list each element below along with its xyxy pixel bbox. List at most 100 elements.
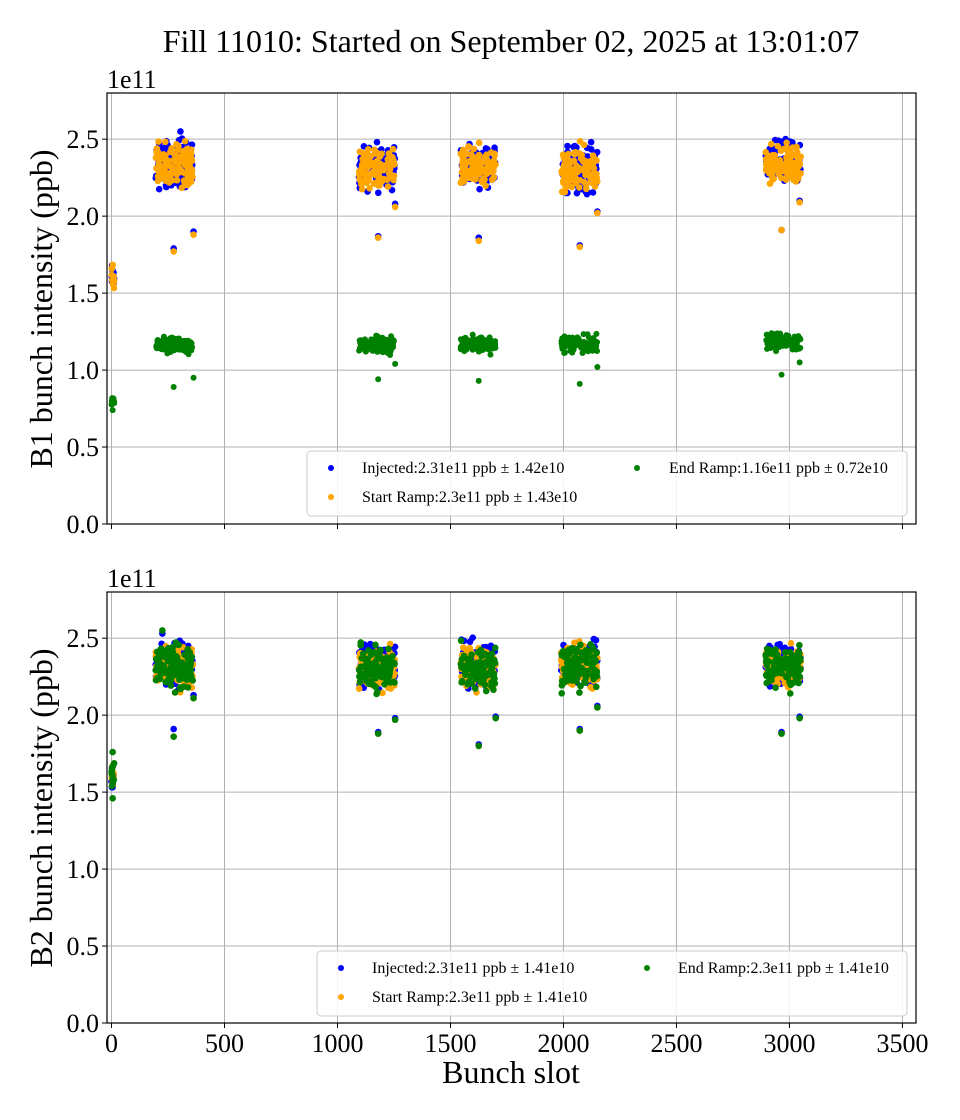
data-point: [787, 648, 794, 656]
data-point: [767, 164, 775, 172]
data-point: [580, 141, 588, 149]
data-point: [564, 142, 571, 150]
data-point: [355, 685, 363, 692]
data-point: [370, 170, 377, 178]
data-point: [171, 151, 178, 158]
data-point: [570, 645, 578, 652]
y-tick-label: 0.5: [67, 932, 100, 961]
data-point: [763, 679, 771, 687]
data-point: [156, 172, 163, 179]
data-point: [570, 346, 577, 353]
data-point: [170, 384, 177, 391]
data-point: [488, 168, 496, 175]
data-point: [558, 690, 566, 697]
data-point: [795, 162, 803, 169]
data-point: [475, 166, 482, 174]
data-point: [181, 651, 188, 659]
data-point: [593, 649, 601, 657]
data-point: [576, 689, 583, 696]
legend-label: Start Ramp:2.3e11 ppb ± 1.43e10: [362, 489, 577, 506]
data-point: [170, 733, 177, 740]
data-point: [189, 677, 197, 684]
data-point: [376, 153, 384, 160]
data-point: [793, 148, 801, 156]
data-point: [558, 188, 566, 196]
data-point: [190, 374, 197, 381]
data-point: [777, 161, 785, 168]
legend-marker-icon: [328, 494, 334, 500]
data-point: [462, 669, 469, 676]
data-point: [482, 687, 490, 695]
data-point: [177, 128, 184, 135]
data-point: [379, 689, 386, 697]
data-point: [565, 156, 573, 164]
data-point: [170, 248, 177, 255]
data-point: [170, 666, 177, 674]
data-point: [111, 400, 118, 407]
data-point: [375, 376, 382, 383]
data-point: [162, 138, 169, 146]
data-point: [158, 338, 165, 345]
data-point: [581, 178, 588, 186]
data-point: [568, 673, 575, 680]
data-point: [765, 336, 772, 343]
data-point: [487, 653, 495, 660]
data-point: [584, 343, 591, 350]
x-tick-label: 1000: [311, 1029, 363, 1058]
data-point: [787, 336, 794, 343]
legend-entry: Start Ramp:2.3e11 ppb ± 1.41e10: [338, 989, 587, 1006]
data-point: [781, 679, 789, 687]
data-point: [778, 174, 785, 182]
series-injected: [108, 128, 804, 288]
data-point: [591, 174, 599, 182]
x-tick-label: 2500: [650, 1029, 702, 1058]
data-point: [483, 672, 490, 679]
data-point: [175, 340, 182, 347]
data-point: [578, 654, 586, 661]
data-point: [558, 677, 566, 685]
points-b1: [108, 128, 805, 414]
data-point: [358, 185, 366, 193]
data-point: [772, 657, 779, 665]
data-point: [796, 641, 803, 649]
data-point: [576, 338, 583, 345]
data-point: [175, 335, 182, 342]
data-point: [389, 145, 397, 153]
data-point: [796, 335, 803, 342]
data-point: [593, 330, 600, 337]
data-point: [772, 684, 779, 691]
data-point: [486, 334, 493, 341]
data-point: [486, 346, 493, 353]
data-point: [162, 678, 169, 686]
data-point: [571, 665, 579, 673]
y-tick-label: 0.0: [67, 1009, 100, 1038]
data-point: [167, 682, 175, 689]
data-point: [762, 658, 770, 666]
data-point: [564, 150, 572, 158]
data-point: [765, 152, 773, 160]
data-point: [797, 654, 804, 662]
data-point: [184, 145, 191, 153]
data-point: [793, 143, 800, 151]
data-point: [782, 655, 789, 663]
data-point: [365, 647, 372, 654]
data-point: [769, 176, 776, 183]
data-point: [771, 343, 778, 350]
data-point: [374, 663, 382, 671]
data-point: [181, 137, 189, 145]
data-point: [170, 725, 177, 733]
data-point: [475, 139, 483, 147]
data-point: [364, 163, 372, 171]
data-point: [174, 671, 182, 678]
data-point: [386, 684, 394, 692]
data-point: [471, 160, 479, 168]
legend-label: Injected:2.31e11 ppb ± 1.41e10: [372, 960, 574, 977]
data-point: [486, 161, 493, 169]
data-point: [357, 177, 365, 185]
data-point: [362, 340, 369, 347]
data-point: [392, 360, 399, 367]
legend-label: Start Ramp:2.3e11 ppb ± 1.41e10: [372, 989, 587, 1006]
data-point: [362, 348, 369, 355]
data-point: [457, 637, 465, 644]
data-point: [594, 704, 601, 711]
